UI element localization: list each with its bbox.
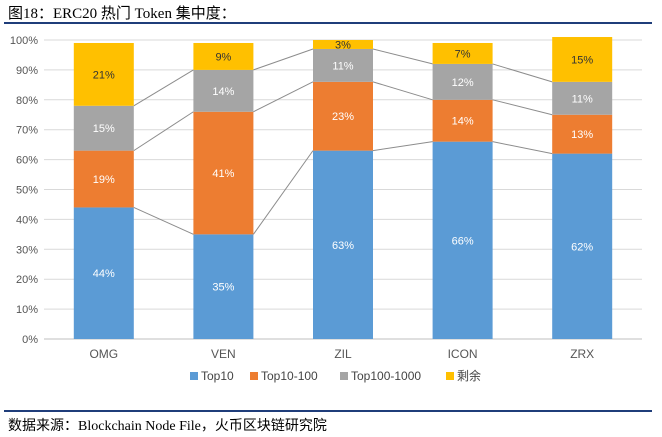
y-tick-label: 80% <box>16 95 38 107</box>
x-category-label: ICON <box>448 347 478 361</box>
data-label: 35% <box>212 282 234 294</box>
bar-top10-omg <box>73 207 134 339</box>
series-connector-line <box>492 99 553 116</box>
data-label: 66% <box>452 235 474 247</box>
y-tick-label: 100% <box>10 35 38 47</box>
data-label: 63% <box>332 240 354 252</box>
data-labels: 44% 35% 63% 66% 62% 19% 41% 23% 14% 13% 15% 14% 11% 1… <box>93 39 594 293</box>
bars <box>73 37 613 339</box>
source-note: 数据来源：Blockchain Node File，火币区块链研究院 <box>8 419 327 434</box>
series-connector-line <box>133 69 194 107</box>
bar-top10-100-icon <box>432 99 493 142</box>
series-connector-line <box>133 111 194 152</box>
legend: Top10 Top10-100 Top100-1000 剩余 <box>190 368 481 383</box>
series-connector-line <box>253 48 314 71</box>
bar-top100-1000-icon <box>432 63 493 100</box>
legend-label: Top100-1000 <box>351 369 421 383</box>
bar-top10-zil <box>313 150 373 339</box>
series-connector-line <box>492 141 553 155</box>
y-tick-label: 0% <box>22 334 38 346</box>
bar---icon <box>432 42 493 64</box>
data-label: 23% <box>332 111 354 123</box>
series-connector-line <box>372 48 433 65</box>
legend-label: Top10-100 <box>261 369 318 383</box>
y-tick-label: 60% <box>16 155 38 167</box>
series-connector-line <box>252 150 314 235</box>
bar-top10-100-ven <box>193 111 254 235</box>
legend-label: Top10 <box>201 369 234 383</box>
data-label: 3% <box>335 39 351 51</box>
series-connector-line <box>133 206 194 235</box>
bar-top10-icon <box>432 141 493 339</box>
y-tick-label: 10% <box>16 304 38 316</box>
figure-title: 图18：ERC20 热门 Token 集中度： <box>8 6 236 22</box>
data-label: 15% <box>571 54 593 66</box>
y-tick-label: 50% <box>16 185 38 197</box>
data-label: 44% <box>93 268 115 280</box>
data-label: 7% <box>455 48 471 60</box>
x-category-label: OMG <box>89 347 118 361</box>
data-label: 21% <box>93 69 115 81</box>
y-tick-label: 40% <box>16 214 38 226</box>
data-label: 13% <box>571 129 593 141</box>
series-connector-line <box>372 81 433 101</box>
source-rule <box>4 410 652 412</box>
data-label: 14% <box>212 86 234 98</box>
bar-top10-ven <box>193 234 254 339</box>
y-axis-labels: 0% 10% 20% 30% 40% 50% 60% 70% 80% 90% 100% <box>10 35 38 346</box>
title-rule <box>4 22 652 24</box>
x-category-label: ZIL <box>334 347 352 361</box>
x-axis-labels: OMG VEN ZIL ICON ZRX <box>89 347 594 361</box>
y-tick-label: 90% <box>16 65 38 77</box>
bar-top100-1000-omg <box>73 105 134 151</box>
series-connector-line <box>492 63 553 83</box>
data-label: 9% <box>215 51 231 63</box>
series-connector-line <box>372 141 433 152</box>
bar---zil <box>313 40 373 49</box>
series-connector-lines <box>133 48 553 235</box>
y-tick-label: 70% <box>16 125 38 137</box>
bar-top10-100-zil <box>313 81 373 151</box>
data-label: 14% <box>452 116 474 128</box>
series-connector-line <box>253 81 314 113</box>
y-tick-label: 30% <box>16 244 38 256</box>
bar-top100-1000-zrx <box>552 81 613 115</box>
x-category-label: ZRX <box>570 347 594 361</box>
legend-label: 剩余 <box>457 368 481 383</box>
legend-swatch <box>446 372 454 380</box>
bar-top100-1000-ven <box>193 69 254 112</box>
legend-swatch <box>250 372 258 380</box>
bar-top10-100-zrx <box>552 114 613 154</box>
data-label: 11% <box>572 93 593 105</box>
bar-top100-1000-zil <box>313 48 373 82</box>
data-label: 41% <box>212 168 234 180</box>
legend-swatch <box>190 372 198 380</box>
y-tick-label: 20% <box>16 274 38 286</box>
x-category-label: VEN <box>211 347 236 361</box>
bar-top10-100-omg <box>73 150 134 208</box>
bar---zrx <box>552 37 613 82</box>
bar-top10-zrx <box>552 153 613 339</box>
data-label: 11% <box>332 60 353 72</box>
data-label: 19% <box>93 174 115 186</box>
data-label: 15% <box>93 123 115 135</box>
bar---ven <box>193 42 254 70</box>
bar---omg <box>73 42 134 106</box>
data-label: 12% <box>452 77 474 89</box>
data-label: 62% <box>571 241 593 253</box>
legend-swatch <box>340 372 348 380</box>
